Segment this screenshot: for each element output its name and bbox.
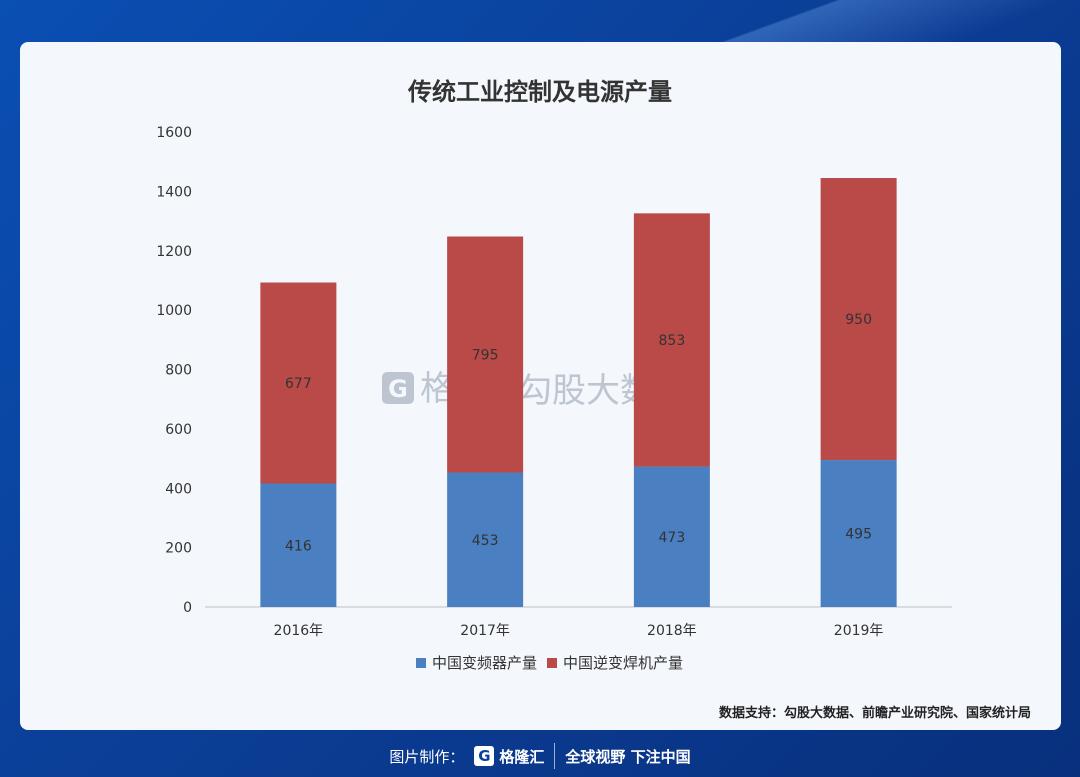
chart-card: 传统工业控制及电源产量 G 格隆汇 勾股大数据 0200400600800100… [20,42,1061,730]
footer-slogan: 全球视野 下注中国 [565,747,691,766]
data-label: 453 [472,533,499,549]
x-tick-label: 2018年 [647,623,697,639]
y-tick-label: 1400 [156,184,192,200]
data-label: 473 [659,530,686,546]
legend-swatch [416,658,426,668]
footer-logo: G 格隆汇 [474,746,544,767]
x-tick-label: 2019年 [834,623,884,639]
x-tick-label: 2016年 [274,623,324,639]
footer-brand: 格隆汇 [499,747,545,766]
bar-segment [633,466,710,607]
brand-logo-icon: G [474,746,495,766]
y-tick-label: 1200 [156,244,192,260]
bar-segment [447,236,524,473]
y-tick-label: 0 [183,600,192,616]
footer-divider [554,743,556,769]
y-tick-label: 400 [165,481,192,497]
bar-segment [260,483,337,607]
bar-segment [820,460,897,607]
data-label: 795 [472,348,499,364]
legend-swatch [547,658,557,668]
bar-segment [633,213,710,467]
legend-label: 中国变频器产量 [432,654,537,672]
y-tick-label: 800 [165,363,192,379]
chart-title: 传统工业控制及电源产量 [407,77,672,106]
legend-label: 中国逆变焊机产量 [563,654,683,672]
y-tick-label: 200 [165,541,192,557]
data-label: 677 [285,376,312,392]
x-tick-label: 2017年 [460,623,510,639]
footer: 图片制作： G 格隆汇 全球视野 下注中国 [0,735,1080,777]
bar-segment [447,472,524,607]
data-label: 416 [285,538,312,554]
y-tick-label: 1600 [156,125,192,141]
legend: 中国变频器产量 中国逆变焊机产量 [416,654,683,672]
watermark-logo-icon [382,372,414,404]
data-label: 950 [845,312,872,328]
footer-label: 图片制作： [389,747,465,766]
data-label: 495 [845,527,872,543]
watermark-logo-letter: G [388,375,408,403]
y-tick-label: 600 [165,422,192,438]
bar-segment [260,282,337,484]
data-label: 853 [659,333,686,349]
y-tick-label: 1000 [156,303,192,319]
bars: 416 677 453 795 473 853 495 950 [260,178,897,607]
bar-segment [820,178,897,461]
source-note: 数据支持：勾股大数据、前瞻产业研究院、国家统计局 [718,706,1031,721]
stacked-bar-chart: 传统工业控制及电源产量 G 格隆汇 勾股大数据 0200400600800100… [156,77,952,672]
